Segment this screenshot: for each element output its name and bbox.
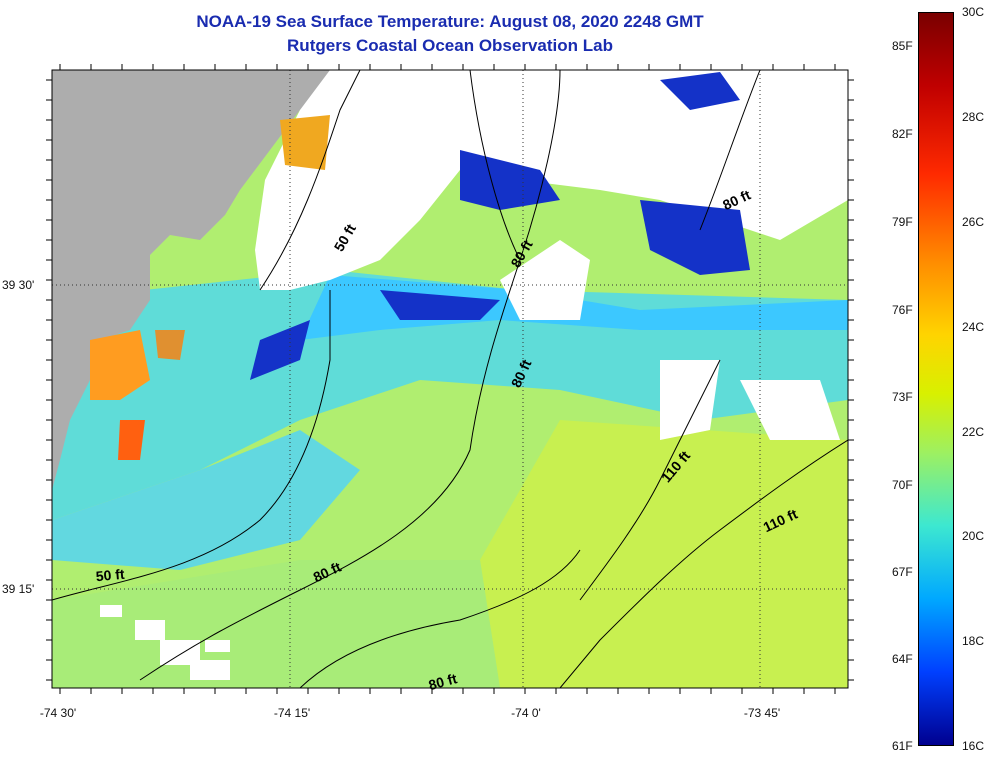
warm-coastal-patch [280,115,330,170]
colorbar-c-label: 20C [962,529,985,543]
colorbar-f-label: 85F [892,39,913,53]
isobath-50ft [52,290,331,601]
colorbar-f-label: 70F [892,478,913,492]
colorbar-c-label: 28C [962,110,985,124]
colorbar-f-label: 64F [892,652,913,666]
colorbar-f-label: 82F [892,127,913,141]
cold-water-patch [380,290,500,320]
lat-label: 39 15' [2,582,35,596]
warm-coastal-patch [90,330,150,400]
contour-label: 80 ft [427,670,459,693]
isobath-80ft [139,70,521,681]
warm-coastal-patch [118,420,145,460]
colorbar-f-label: 61F [892,739,913,753]
cold-water-patch [660,72,740,110]
cloud-region [740,380,840,440]
map-title: NOAA-19 Sea Surface Temperature: August … [196,12,704,31]
cloud-region [660,360,720,440]
cool-water-region [52,270,848,520]
lon-label: -74 15' [273,706,311,720]
lat-label: 39 30' [2,278,35,292]
isobath-110ft [579,359,721,601]
isobath-50ft [259,70,361,291]
colorbar-c-label: 22C [962,425,985,439]
lon-label: -74 30' [39,706,77,720]
lon-label: -74 0' [511,706,541,720]
temperature-colorbar [918,12,954,746]
map-frame [51,69,849,689]
cool-water-region [52,430,360,570]
cloud-region [500,240,590,320]
warm-water-region [480,420,848,688]
map-subtitle: Rutgers Coastal Ocean Observation Lab [287,36,613,55]
colorbar-c-label: 30C [962,5,985,19]
isobath-110ft [559,439,848,688]
cloud-speck [100,605,122,617]
cold-water-patch [250,320,310,380]
isobath-80ft [699,70,761,231]
isobath-80ft [299,549,581,688]
cloud-speck [205,640,230,652]
colorbar-f-label: 67F [892,565,913,579]
lon-label: -73 45' [743,706,781,720]
colorbar-c-label: 16C [962,739,985,753]
isobath-80ft [519,70,561,261]
colorbar-f-label: 79F [892,215,913,229]
cold-water-patch [640,200,750,275]
cloud-speck [135,620,165,640]
contour-label: 50 ft [95,566,125,584]
warm-coastal-patch [155,330,185,360]
land-region [52,70,330,490]
colorbar-c-label: 26C [962,215,985,229]
colorbar-f-label: 73F [892,390,913,404]
colorbar-f-label: 76F [892,303,913,317]
cloud-speck [190,660,230,680]
cold-water-patch [460,150,560,210]
colorbar-c-label: 24C [962,320,985,334]
colorbar-c-label: 18C [962,634,985,648]
cloud-region [255,70,848,290]
